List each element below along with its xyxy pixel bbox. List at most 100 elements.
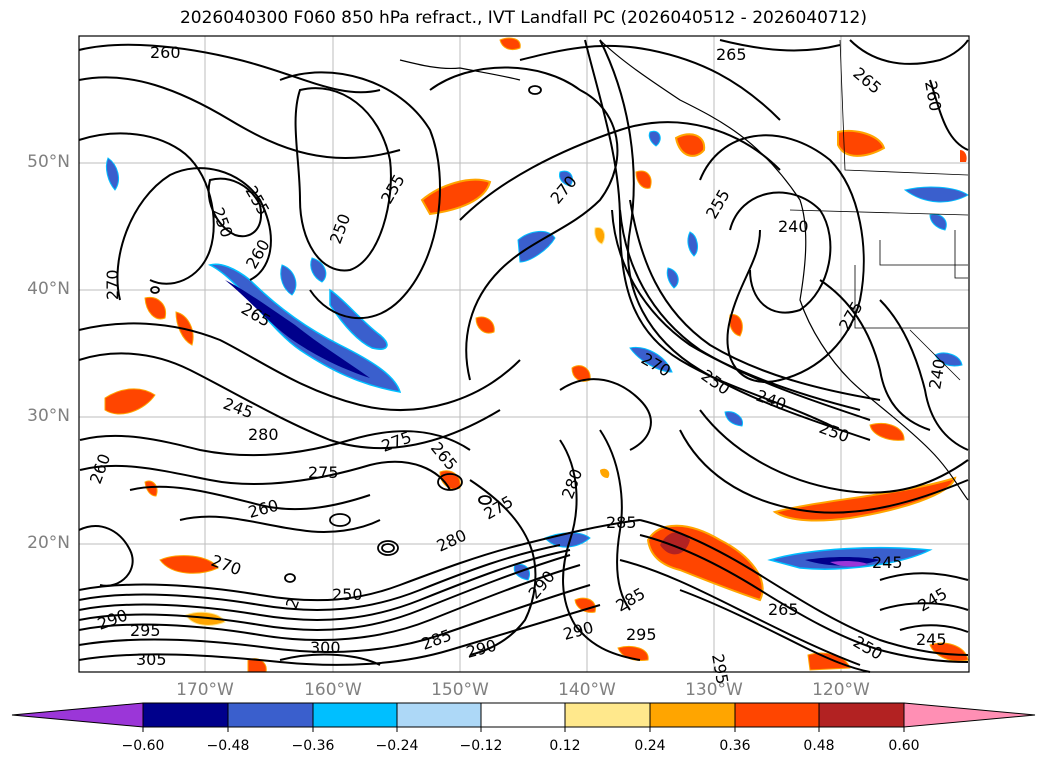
lat-label: 50°N	[27, 152, 70, 172]
red-patch-18	[499, 37, 521, 51]
contour-34	[559, 439, 641, 661]
blue-patch-17	[934, 352, 963, 367]
contour-label: 270	[103, 269, 122, 300]
colorbar-segment	[142, 702, 229, 728]
contour-6	[294, 87, 392, 272]
contour-label: 295	[626, 625, 657, 644]
contour-16	[619, 209, 871, 421]
ring-5	[528, 85, 542, 95]
contour-27	[78, 549, 571, 621]
border-canada	[839, 39, 969, 176]
contour-12	[519, 44, 781, 121]
contour-label: 300	[310, 638, 341, 657]
contour-lines	[78, 39, 969, 673]
border-state-1	[879, 240, 968, 266]
blue-patch-16	[929, 213, 947, 231]
contour-40	[619, 559, 861, 666]
red-patch-3	[837, 129, 886, 157]
contour-48	[819, 279, 931, 431]
ring-1	[377, 540, 399, 556]
red-patch-7	[104, 388, 156, 415]
purple-core-east	[830, 560, 868, 567]
contour-31	[78, 604, 601, 666]
red-patch-8	[475, 316, 495, 334]
contour-label: 295	[130, 621, 161, 640]
colorbar-tick-label: −0.60	[121, 738, 165, 754]
red-patch-21	[617, 646, 649, 661]
contour-17	[629, 199, 881, 401]
shaded-fields	[104, 37, 969, 673]
contour-15	[611, 209, 861, 411]
blue-patch-5	[105, 157, 119, 191]
contour-11	[459, 121, 781, 221]
colorbar-tick-label: 0.12	[549, 738, 581, 754]
contour-46	[719, 39, 841, 52]
contour-29	[78, 564, 581, 641]
red-patch-12	[869, 423, 905, 441]
ring-6	[150, 286, 160, 294]
red-patch-4	[635, 170, 652, 189]
colorbar-min-extend	[11, 702, 144, 728]
contour-8	[78, 322, 521, 411]
colorbar-segment	[649, 702, 736, 728]
orange-patch-2	[594, 226, 606, 245]
border-state-3	[909, 329, 961, 381]
colorbar-segment	[312, 702, 398, 728]
blue-patch-10	[687, 231, 698, 257]
map-frame	[78, 35, 970, 673]
colorbar-segment	[818, 702, 905, 728]
navy-band-1	[225, 280, 370, 378]
colorbar-tick-label: −0.12	[459, 738, 503, 754]
contour-24	[78, 525, 134, 587]
contour-label: 265	[768, 600, 799, 619]
border-state-2	[854, 265, 968, 329]
contour-47	[929, 79, 969, 151]
contour-41	[679, 589, 871, 673]
contour-label: 280	[248, 425, 279, 444]
blue-patch-12	[724, 411, 744, 427]
coast-north-america	[599, 39, 969, 501]
blue-patch-4	[310, 257, 327, 283]
small-contours	[150, 85, 542, 583]
blue-patch-15	[903, 186, 969, 203]
orange-patch-1	[185, 611, 226, 626]
colorbar-segment	[564, 702, 651, 728]
blue-patch-14	[513, 563, 530, 581]
contour-label: 240	[778, 217, 809, 236]
contour-23	[179, 515, 381, 533]
contour-2	[78, 76, 401, 160]
colorbar-max-extend	[903, 702, 1036, 728]
contour-49	[879, 299, 969, 451]
contour-label: 260	[150, 43, 181, 62]
colorbar-segment	[227, 702, 314, 728]
ring-7	[284, 573, 296, 583]
orange-dot-1	[600, 468, 610, 478]
lon-label: 150°W	[431, 680, 489, 700]
blue-patch-11	[666, 267, 679, 289]
lat-label: 30°N	[27, 406, 70, 426]
contour-21	[79, 460, 451, 491]
coastlines	[399, 39, 969, 501]
contour-label: 245	[872, 553, 903, 572]
contour-26	[78, 544, 561, 611]
ring-8	[478, 495, 492, 505]
contour-37	[699, 409, 969, 494]
contour-13	[584, 39, 841, 431]
contour-1	[78, 43, 381, 94]
blue-patch-7	[629, 346, 673, 373]
lon-label: 170°W	[176, 680, 234, 700]
colorbar-tick-label: −0.24	[375, 738, 419, 754]
contour-44	[899, 624, 969, 633]
contour-39	[639, 534, 969, 663]
colorbar	[11, 702, 1036, 732]
contour-20	[79, 430, 471, 457]
contour-43	[879, 602, 969, 611]
red-patch-16	[144, 480, 158, 497]
contour-10	[429, 66, 619, 381]
contour-36	[679, 429, 969, 514]
contour-label: 265	[716, 45, 747, 64]
contour-19	[729, 191, 832, 314]
contour-label: 285	[606, 513, 637, 532]
contour-35	[599, 429, 631, 611]
red-patch-14	[159, 555, 219, 574]
